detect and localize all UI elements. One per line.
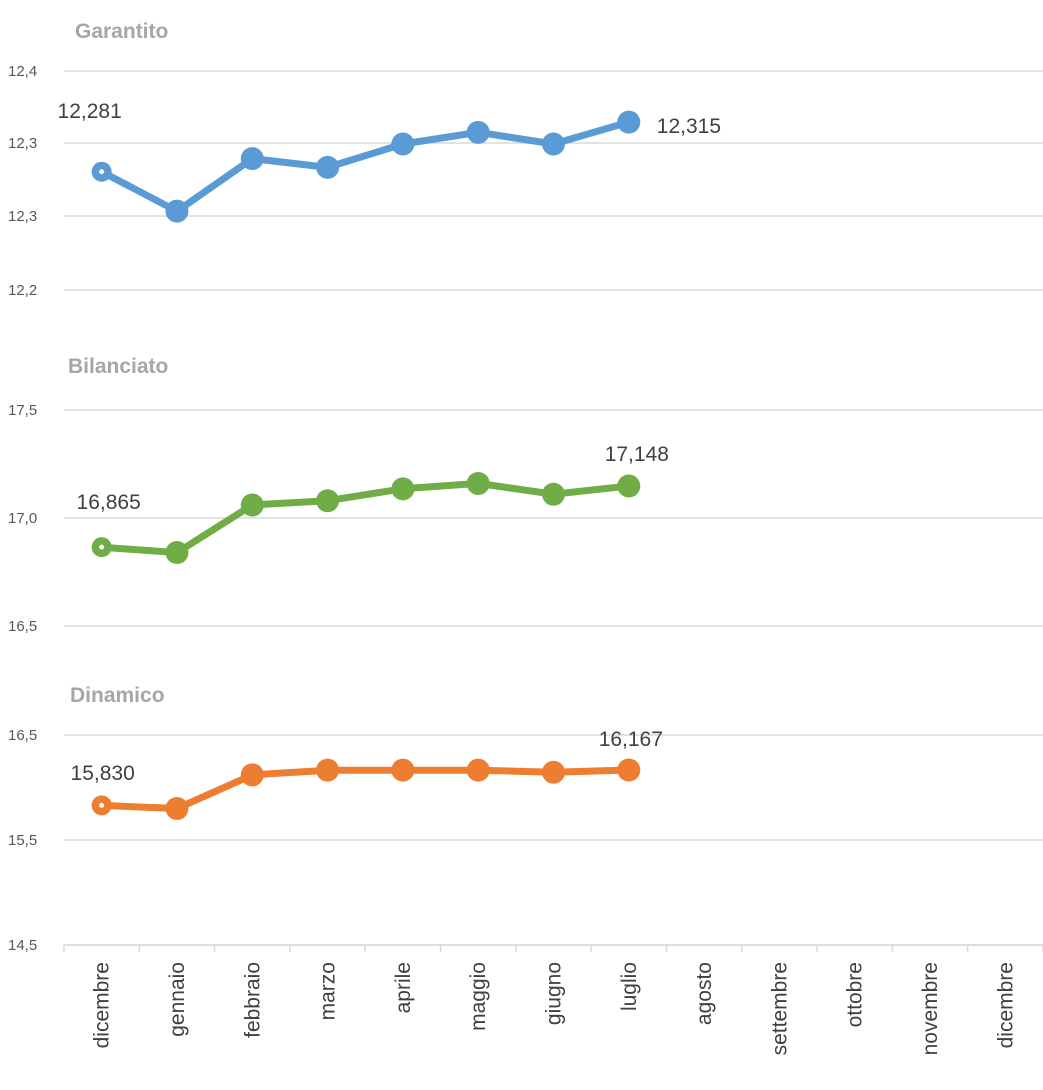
x-tick-label: ottobre bbox=[844, 962, 867, 1027]
panel-dinamico: 16,5 15,5 14,5 Dinamico 15,830 16,167 bbox=[8, 684, 1043, 954]
panel-title-garantito: Garantito bbox=[75, 20, 168, 43]
y-tick-label: 12,4 bbox=[8, 63, 37, 80]
y-tick-label: 16,5 bbox=[8, 618, 37, 635]
x-tick-label: giugno bbox=[543, 962, 566, 1025]
y-tick-label: 17,0 bbox=[8, 510, 37, 527]
y-tick-label: 16,5 bbox=[8, 727, 37, 744]
data-point bbox=[391, 758, 415, 782]
data-point bbox=[240, 493, 264, 517]
data-point bbox=[542, 482, 565, 506]
panel-bilanciato: 17,5 17,0 16,5 Bilanciato 16,865 17,148 bbox=[8, 355, 1043, 635]
data-label: 16,167 bbox=[599, 728, 663, 751]
data-point bbox=[542, 132, 565, 156]
x-tick-label: luglio bbox=[618, 962, 641, 1011]
panel-title-bilanciato: Bilanciato bbox=[68, 355, 168, 378]
x-tick-label: dicembre bbox=[91, 962, 114, 1048]
y-tick-label: 17,5 bbox=[8, 402, 37, 419]
series-line-bilanciato bbox=[98, 479, 633, 557]
data-label: 17,148 bbox=[605, 443, 669, 466]
panel-title-dinamico: Dinamico bbox=[70, 684, 165, 707]
y-tick-label: 15,5 bbox=[8, 832, 37, 849]
data-point bbox=[391, 132, 415, 156]
series-line-garantito bbox=[98, 118, 633, 215]
data-label: 16,865 bbox=[77, 491, 141, 514]
x-tick-label: aprile bbox=[392, 962, 415, 1013]
y-tick-label: 12,2 bbox=[8, 282, 37, 299]
x-tick-label: agosto bbox=[693, 962, 716, 1025]
x-tick-label: maggio bbox=[467, 962, 490, 1031]
data-point bbox=[240, 147, 264, 171]
data-point bbox=[617, 758, 641, 782]
x-tick-label: marzo bbox=[317, 962, 340, 1020]
data-label: 15,830 bbox=[71, 762, 135, 785]
data-point bbox=[466, 471, 490, 495]
data-point bbox=[316, 155, 340, 179]
y-tick-label: 12,3 bbox=[8, 135, 37, 152]
data-point bbox=[391, 477, 415, 501]
data-point-center bbox=[99, 544, 105, 550]
data-point bbox=[316, 758, 340, 782]
data-point bbox=[466, 758, 490, 782]
data-point bbox=[165, 797, 189, 820]
y-tick-label: 12,3 bbox=[8, 208, 37, 225]
x-tick-label: gennaio bbox=[166, 962, 189, 1037]
data-point bbox=[617, 474, 641, 498]
data-label: 12,281 bbox=[58, 100, 122, 123]
data-point bbox=[542, 760, 565, 784]
panel-garantito: 12,4 12,3 12,3 12,2 Garantito 12,281 12,315 bbox=[8, 20, 1043, 299]
data-point bbox=[617, 110, 641, 134]
x-axis: dicembre gennaio febbraio marzo aprile maggio… bbox=[63, 944, 1043, 1055]
data-point bbox=[165, 541, 189, 565]
data-point bbox=[466, 120, 490, 144]
series-line-dinamico bbox=[98, 766, 633, 812]
data-point-center bbox=[99, 169, 105, 175]
x-tick-label: settembre bbox=[768, 962, 791, 1055]
data-point bbox=[165, 199, 189, 223]
data-point bbox=[240, 763, 264, 787]
x-tick-label: febbraio bbox=[241, 962, 264, 1038]
data-point bbox=[316, 489, 340, 513]
y-tick-label: 14,5 bbox=[8, 937, 37, 954]
x-tick-label: novembre bbox=[919, 962, 942, 1055]
data-label: 12,315 bbox=[657, 115, 721, 138]
data-point-center bbox=[99, 802, 105, 808]
x-tick-label: dicembre bbox=[994, 962, 1017, 1048]
